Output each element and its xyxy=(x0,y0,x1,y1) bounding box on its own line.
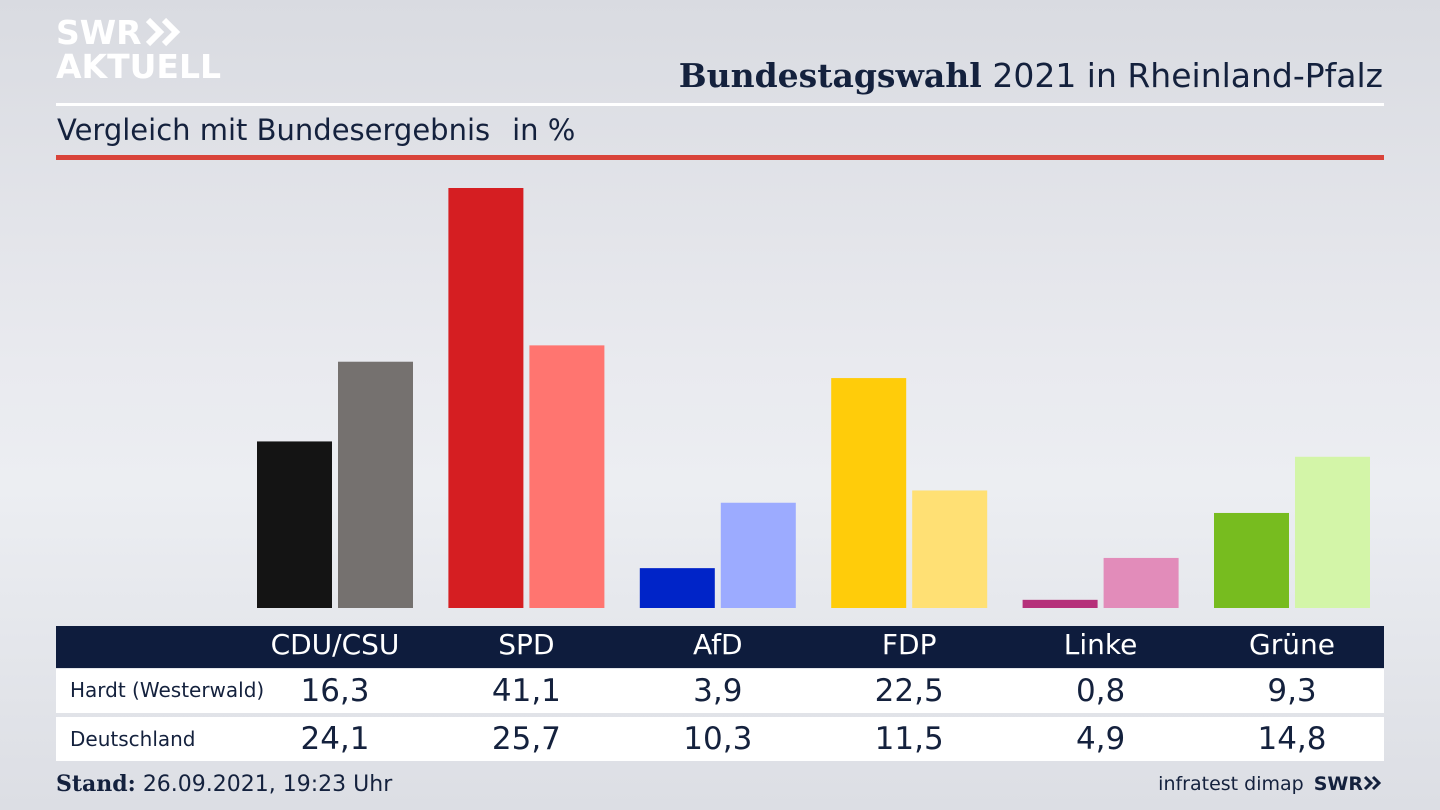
stand-value: 26.09.2021, 19:23 Uhr xyxy=(142,772,393,797)
footer-brand: SWR xyxy=(1313,773,1363,795)
bar-linke-hardt xyxy=(1022,599,1098,608)
value-cell: 25,7 xyxy=(491,721,561,757)
value-cell: 3,9 xyxy=(693,673,743,709)
value-cell: 9,3 xyxy=(1267,673,1317,709)
double-chevron-icon xyxy=(145,17,180,47)
title-bold: Bundestagswahl xyxy=(678,56,982,95)
bar-gr-ne-deutschland xyxy=(1295,456,1370,608)
value-cell: 11,5 xyxy=(874,721,944,757)
value-cell: 14,8 xyxy=(1257,721,1327,757)
page-title: Bundestagswahl 2021 in Rheinland-Pfalz xyxy=(679,56,1383,95)
unit-label: in % xyxy=(512,113,576,147)
value-cell: 24,1 xyxy=(300,721,370,757)
bar-fdp-deutschland xyxy=(912,490,988,608)
subtitle-divider xyxy=(56,155,1384,160)
title-rest: 2021 in Rheinland-Pfalz xyxy=(992,56,1383,95)
title-divider xyxy=(56,103,1384,106)
value-cell: 22,5 xyxy=(874,673,944,709)
bar-gr-ne-hardt xyxy=(1214,512,1289,608)
source-label: infratest dimap xyxy=(1158,773,1304,795)
bar-spd-hardt xyxy=(448,188,524,608)
value-cell: 4,9 xyxy=(1075,721,1126,757)
table-row xyxy=(56,669,1384,713)
bar-linke-deutschland xyxy=(1103,557,1179,608)
logo-line1: SWR xyxy=(56,13,142,52)
subtitle-text: Vergleich mit Bundesergebnis xyxy=(57,113,491,147)
column-header: AfD xyxy=(693,628,743,661)
bar-spd-deutschland xyxy=(529,345,605,608)
value-cell: 10,3 xyxy=(683,721,753,757)
double-chevron-icon xyxy=(1363,775,1382,791)
chart-subtitle: Vergleich mit Bundesergebnis in % xyxy=(57,113,575,147)
bar-cdu-csu-deutschland xyxy=(338,361,413,608)
column-header: Linke xyxy=(1063,628,1138,661)
bar-fdp-hardt xyxy=(831,378,907,608)
logo-line2: AKTUELL xyxy=(56,47,222,86)
stand-label: Stand: xyxy=(56,771,136,797)
row-label-hardt: Hardt (Westerwald) xyxy=(70,678,265,702)
row-label-deutschland: Deutschland xyxy=(70,727,196,751)
source-info: infratest dimap SWR xyxy=(1158,773,1383,795)
column-header: FDP xyxy=(881,628,937,661)
value-cell: 0,8 xyxy=(1075,673,1126,709)
table-header-bar xyxy=(56,626,1384,668)
column-header: CDU/CSU xyxy=(270,628,400,661)
table-row xyxy=(56,717,1384,761)
column-header: SPD xyxy=(498,628,555,661)
bar-cdu-csu-hardt xyxy=(257,441,332,608)
value-cell: 41,1 xyxy=(491,673,561,709)
swr-aktuell-logo: SWR AKTUELL xyxy=(56,16,221,84)
bar-afd-deutschland xyxy=(720,502,796,608)
stand-info: Stand: 26.09.2021, 19:23 Uhr xyxy=(56,771,392,797)
bar-afd-hardt xyxy=(639,568,715,608)
column-header: Grüne xyxy=(1249,628,1335,661)
value-cell: 16,3 xyxy=(300,673,370,709)
